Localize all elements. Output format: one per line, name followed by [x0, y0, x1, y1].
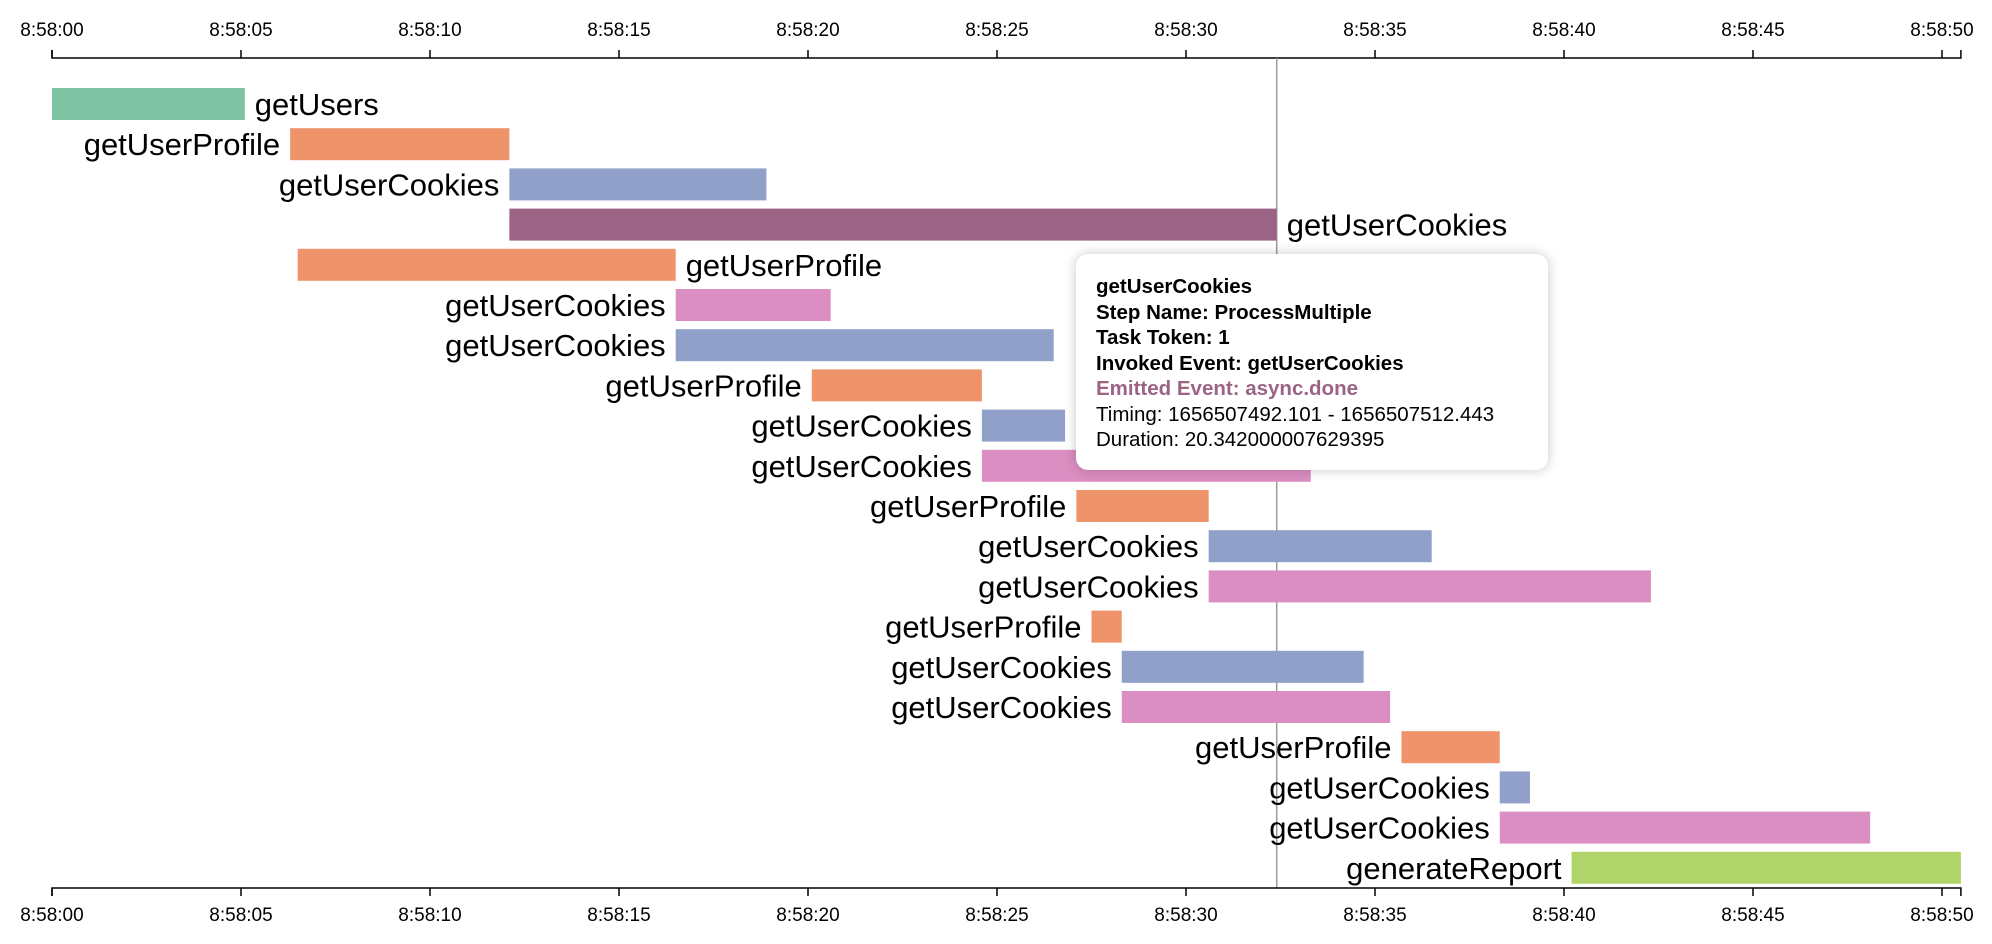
top-axis-line — [51, 50, 1962, 59]
task-label: getUserCookies — [445, 288, 666, 323]
tick-label: 8:58:10 — [398, 20, 461, 41]
task-label: getUserCookies — [978, 529, 1199, 564]
bottom-axis-line — [51, 887, 1962, 896]
tick-label: 8:58:15 — [587, 905, 650, 926]
task-label: getUserCookies — [1269, 811, 1490, 846]
top-axis: 8:58:00 8:58:05 8:58:10 8:58:15 8:58:20 8:58:… — [20, 20, 1974, 59]
tick-label: 8:58:20 — [776, 905, 839, 926]
task-bar[interactable] — [290, 128, 510, 161]
task-label: getUserProfile — [1195, 730, 1391, 765]
tick-label: 8:58:15 — [587, 20, 650, 41]
tooltip-title: getUserCookies — [1096, 275, 1253, 298]
task-bar[interactable] — [509, 168, 767, 201]
tick-label: 8:58:05 — [209, 20, 272, 41]
tick-label: 8:58:05 — [209, 905, 272, 926]
tick-label: 8:58:25 — [965, 905, 1028, 926]
task-bar[interactable] — [675, 329, 1054, 362]
tooltip-step-name: Step Name: ProcessMultiple — [1096, 300, 1372, 324]
task-bar[interactable] — [1401, 731, 1500, 764]
task-label: getUserCookies — [978, 569, 1199, 604]
tick-label: 8:58:00 — [20, 905, 83, 926]
task-bar[interactable] — [1571, 851, 1961, 884]
task-label: getUserCookies — [751, 409, 972, 444]
tick-label: 8:58:45 — [1721, 905, 1784, 926]
task-label: getUsers — [255, 87, 379, 122]
task-label: getUserCookies — [1269, 770, 1490, 805]
task-tooltip: getUserCookies Step Name: ProcessMultipl… — [1076, 254, 1548, 470]
tick-label: 8:58:40 — [1532, 20, 1595, 41]
tooltip-task-token: Task Token: 1 — [1096, 326, 1230, 349]
task-label: getUserProfile — [686, 248, 882, 283]
tick-label: 8:58:50 — [1910, 905, 1973, 926]
tick-label: 8:58:25 — [965, 20, 1028, 41]
tick-label: 8:58:00 — [20, 20, 83, 41]
tick-label: 8:58:30 — [1154, 905, 1217, 926]
task-label: getUserProfile — [605, 368, 801, 403]
task-label: getUserProfile — [870, 489, 1066, 524]
task-bar[interactable] — [297, 248, 676, 281]
task-label: getUserCookies — [279, 167, 500, 202]
task-label: generateReport — [1346, 851, 1562, 886]
task-bar[interactable] — [1076, 490, 1209, 522]
task-label: getUserCookies — [891, 690, 1112, 725]
task-bar[interactable] — [1121, 650, 1364, 683]
task-label: getUserCookies — [751, 449, 972, 484]
task-label: getUserProfile — [885, 610, 1081, 645]
tooltip-timing: Timing: 1656507492.101 - 1656507512.443 — [1096, 402, 1495, 426]
tick-label: 8:58:35 — [1343, 905, 1406, 926]
tick-label: 8:58:50 — [1910, 20, 1973, 41]
tooltip-duration: Duration: 20.342000007629395 — [1096, 428, 1385, 451]
tick-label: 8:58:20 — [776, 20, 839, 41]
task-bar[interactable] — [509, 208, 1277, 241]
task-bar[interactable] — [1208, 530, 1432, 563]
task-bar[interactable] — [1091, 610, 1122, 643]
task-bar[interactable] — [811, 369, 982, 402]
task-label: getUserProfile — [84, 127, 280, 162]
tick-label: 8:58:35 — [1343, 20, 1406, 41]
tick-label: 8:58:45 — [1721, 20, 1784, 41]
task-bar[interactable] — [1499, 811, 1871, 844]
bottom-axis: 8:58:00 8:58:05 8:58:10 8:58:15 8:58:20 8:58:… — [20, 887, 1974, 926]
tooltip-emitted-event: Emitted Event: async.done — [1096, 377, 1359, 400]
tick-label: 8:58:40 — [1532, 905, 1595, 926]
task-bar[interactable] — [1121, 691, 1391, 723]
task-bar[interactable] — [52, 88, 245, 120]
task-label: getUserCookies — [445, 328, 666, 363]
task-bars: getUsersgetUserProfilegetUserCookiesgetU… — [52, 87, 1961, 886]
tick-label: 8:58:30 — [1154, 20, 1217, 41]
tooltip-invoked-event: Invoked Event: getUserCookies — [1096, 351, 1404, 375]
tick-label: 8:58:10 — [398, 905, 461, 926]
task-bar[interactable] — [675, 289, 831, 321]
task-bar[interactable] — [1208, 570, 1651, 603]
task-label: getUserCookies — [891, 650, 1112, 685]
task-bar[interactable] — [1499, 771, 1530, 804]
task-bar[interactable] — [981, 409, 1066, 442]
task-label: getUserCookies — [1287, 208, 1508, 243]
